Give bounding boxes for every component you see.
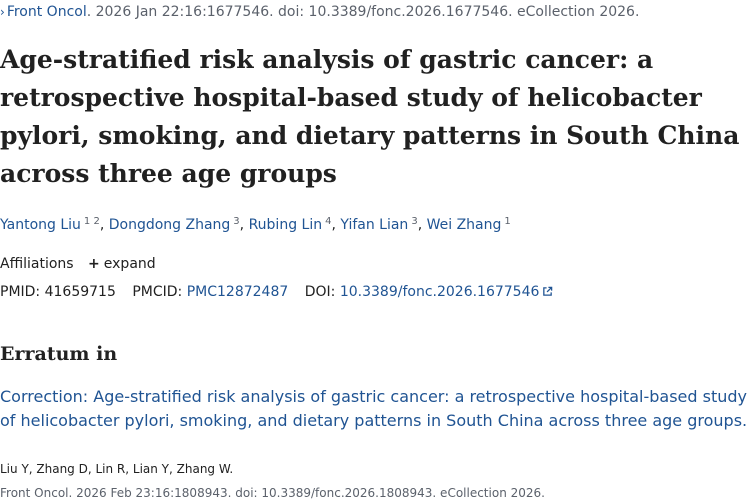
correction-authors: Liu Y, Zhang D, Lin R, Lian Y, Zhang W. <box>0 462 234 476</box>
chevron-right-icon: › <box>0 5 5 19</box>
plus-icon: + <box>88 256 100 272</box>
journal-link[interactable]: Front Oncol <box>6 4 87 20</box>
author-link[interactable]: Yantong Liu <box>0 217 81 233</box>
pmid-value: 41659715 <box>44 284 116 300</box>
author-list: Yantong Liu 1 2, Dongdong Zhang 3, Rubing … <box>0 216 511 233</box>
author-affiliation-ref[interactable]: 3 <box>411 216 418 227</box>
author-link[interactable]: Wei Zhang <box>426 217 502 233</box>
correction-article-link[interactable]: Correction: Age-stratified risk analysis… <box>0 387 748 430</box>
citation-source: › Front Oncol. 2026 Jan 22:16:1677546. do… <box>0 4 639 20</box>
external-link-icon <box>543 286 553 296</box>
author-link[interactable]: Rubing Lin <box>248 217 323 233</box>
author-affiliation-ref[interactable]: 1 <box>504 216 511 227</box>
expand-affiliations-button[interactable]: + expand <box>88 256 156 272</box>
doi-value: 10.3389/fonc.2026.1677546 <box>339 284 540 300</box>
doi-label: DOI: <box>304 284 336 300</box>
pmid-label: PMID: <box>0 284 41 300</box>
citation-details: . 2026 Jan 22:16:1677546. doi: 10.3389/f… <box>86 4 640 20</box>
expand-label: expand <box>103 256 156 272</box>
affiliations-label: Affiliations <box>0 256 74 272</box>
erratum-heading: Erratum in <box>0 343 118 365</box>
doi-link[interactable]: 10.3389/fonc.2026.1677546 <box>340 284 554 300</box>
author-affiliation-ref[interactable]: 1 2 <box>83 216 100 227</box>
article-title: Age-stratified risk analysis of gastric … <box>0 45 740 188</box>
author-link[interactable]: Yifan Lian <box>340 217 409 233</box>
pmcid-label: PMCID: <box>132 284 183 300</box>
affiliations-row: Affiliations + expand <box>0 256 156 272</box>
identifiers-row: PMID: 41659715 PMCID: PMC12872487 DOI: 1… <box>0 284 553 300</box>
pmcid-link[interactable]: PMC12872487 <box>186 284 289 300</box>
author-link[interactable]: Dongdong Zhang <box>108 217 231 233</box>
author-affiliation-ref[interactable]: 3 <box>233 216 240 227</box>
author-affiliation-ref[interactable]: 4 <box>325 216 332 227</box>
correction-citation: Front Oncol. 2026 Feb 23:16:1808943. doi… <box>0 486 545 500</box>
